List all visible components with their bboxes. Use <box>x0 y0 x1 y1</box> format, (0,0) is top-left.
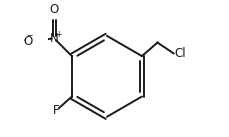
Text: O: O <box>49 3 59 16</box>
Text: −: − <box>26 31 33 40</box>
Text: Cl: Cl <box>174 47 185 60</box>
Text: O: O <box>23 35 33 48</box>
Text: N: N <box>50 32 58 45</box>
Text: F: F <box>53 104 59 117</box>
Text: +: + <box>55 30 61 39</box>
Text: ·: · <box>22 34 27 49</box>
